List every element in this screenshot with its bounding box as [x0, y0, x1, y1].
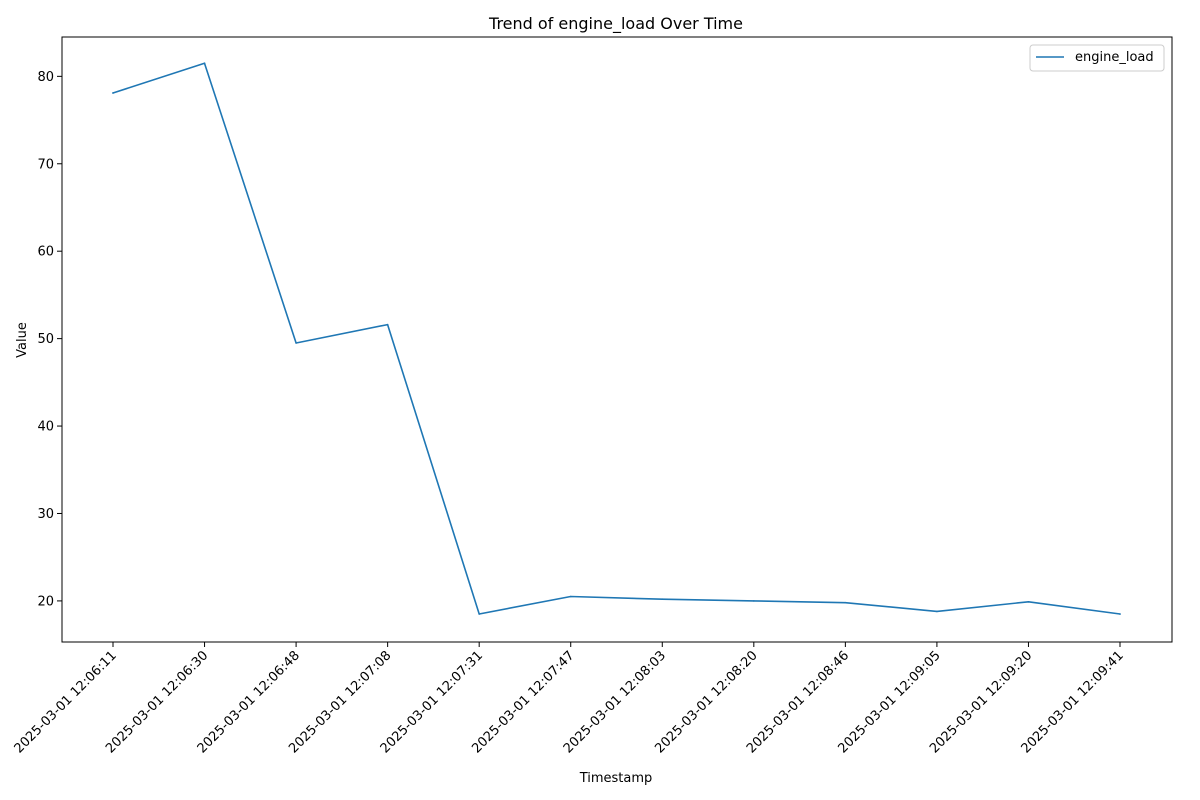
series-layer [112, 62, 1121, 615]
data-point [661, 598, 664, 600]
data-point [753, 600, 755, 602]
y-tick-label: 40 [37, 420, 54, 435]
data-point [478, 613, 480, 615]
data-point [1119, 613, 1121, 615]
series-line-engine-load [112, 62, 1121, 615]
legend: engine_load [1029, 44, 1165, 72]
y-axis-ticks: 20 30 40 50 60 70 80 [37, 70, 62, 609]
x-axis-label: Timestamp [579, 771, 653, 786]
y-tick-label: 30 [37, 507, 54, 522]
data-point [203, 62, 206, 65]
y-tick-label: 50 [37, 332, 54, 347]
data-point [844, 601, 847, 604]
y-axis-label: Value [15, 322, 30, 358]
data-point [386, 323, 389, 326]
y-tick-label: 80 [37, 70, 54, 85]
data-point [569, 595, 572, 598]
data-point [112, 92, 114, 94]
legend-label: engine_load [1075, 50, 1154, 65]
data-point [936, 610, 938, 613]
y-tick-label: 70 [37, 157, 54, 172]
chart-title: Trend of engine_load Over Time [488, 14, 743, 34]
legend-box [1029, 44, 1165, 72]
y-tick-label: 20 [37, 594, 54, 609]
data-point [1027, 600, 1030, 603]
plot-frame [61, 36, 1173, 643]
data-point [295, 342, 297, 344]
y-tick-label: 60 [37, 245, 54, 260]
